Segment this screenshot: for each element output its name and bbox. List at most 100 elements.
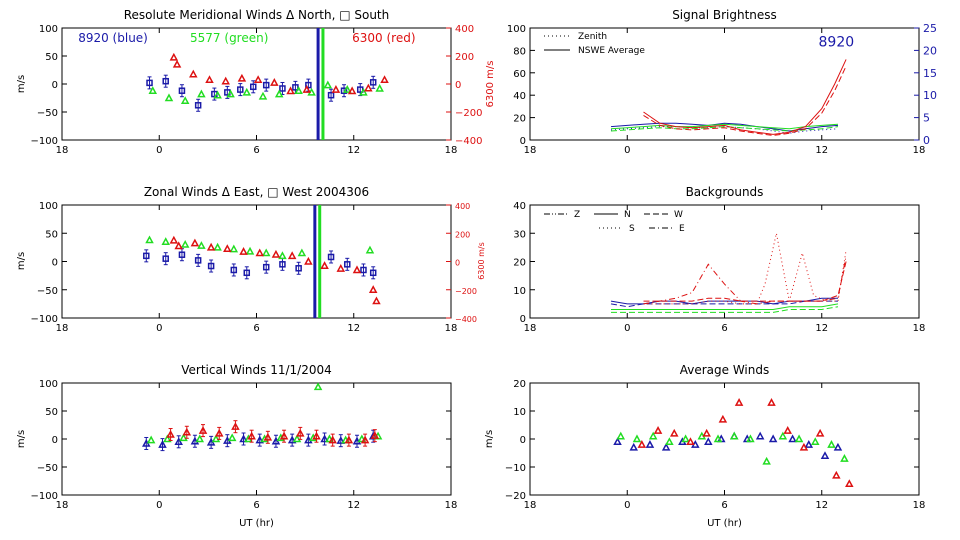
data-point (221, 76, 230, 85)
data-point (302, 85, 312, 93)
data-point (804, 440, 814, 448)
data-point (163, 434, 172, 443)
y-tick-label: 0 (52, 258, 58, 269)
data-point (180, 96, 190, 105)
data-point (629, 442, 638, 451)
data-point (148, 86, 158, 94)
x-tick-label: 12 (815, 500, 828, 511)
x-tick-label: 18 (913, 145, 926, 156)
data-point (312, 431, 321, 440)
x-tick-label: 6 (253, 500, 259, 511)
data-point (811, 437, 820, 446)
data-point (271, 249, 281, 258)
chart-title: Backgrounds (686, 185, 764, 199)
y-tick-label: 50 (45, 229, 58, 240)
data-point (255, 248, 265, 257)
data-point (380, 75, 389, 84)
y-tick-label: −10 (505, 463, 526, 474)
data-point (755, 431, 765, 440)
data-point (364, 83, 373, 92)
data-point (230, 266, 238, 274)
y2-tick-label: 0 (923, 134, 930, 147)
data-point (279, 431, 289, 440)
data-point (295, 428, 305, 437)
data-point (648, 431, 658, 440)
y-tick-label: 100 (39, 201, 58, 212)
data-point (359, 87, 368, 96)
data-point (214, 428, 224, 437)
data-point (258, 91, 268, 100)
x-tick-label: 18 (524, 145, 537, 156)
y2-tick-label: 200 (455, 230, 470, 239)
data-point (206, 242, 216, 251)
x-tick-label: 0 (156, 323, 162, 334)
x-tick-label: 6 (721, 500, 727, 511)
annotation-label: 6300 (red) (352, 31, 415, 45)
x-axis-label: UT (hr) (239, 518, 274, 529)
data-point (767, 398, 776, 406)
data-point (172, 59, 182, 68)
data-point (261, 248, 271, 257)
data-point (762, 456, 771, 465)
data-point (783, 426, 792, 434)
annotation-label: 5577 (green) (190, 31, 268, 45)
annotation-label: 8920 (blue) (78, 31, 148, 45)
data-point (239, 247, 248, 255)
chart-signal-brightness: Signal Brightness 18 0 6 12 1802040608010005… (507, 8, 937, 156)
chart-marks: 18 0 6 12 1802040608010005101520258920Zenith… (507, 22, 937, 156)
legend-label: Z (574, 210, 580, 220)
data-point (231, 422, 240, 430)
data-point (287, 251, 297, 260)
annotation-label: 8920 (819, 34, 855, 50)
y-tick-label: 30 (513, 229, 526, 240)
x-tick-label: 6 (253, 145, 259, 156)
data-point (169, 235, 179, 244)
data-point (336, 436, 346, 444)
x-tick-label: 18 (524, 500, 537, 511)
data-point (195, 434, 205, 443)
data-point (146, 79, 153, 87)
y-tick-label: −100 (31, 491, 58, 502)
data-point (262, 263, 270, 271)
y-tick-label: 0 (520, 314, 526, 325)
data-point (162, 255, 169, 262)
plot-frame (61, 382, 452, 496)
y2-tick-label: −200 (455, 287, 477, 296)
data-point (146, 435, 156, 444)
data-point (237, 73, 247, 82)
data-point (827, 440, 836, 448)
data-point (161, 237, 170, 245)
data-point (344, 261, 351, 268)
data-point (746, 434, 755, 443)
data-point (226, 89, 235, 98)
data-point (304, 256, 313, 265)
data-point (645, 440, 655, 448)
y-tick-label: 0 (52, 435, 58, 446)
data-point (278, 251, 287, 260)
data-point (369, 79, 377, 86)
data-point (704, 437, 713, 446)
data-point (286, 86, 295, 95)
y-tick-label: −50 (37, 286, 58, 297)
x-tick-label: 18 (445, 145, 458, 156)
data-point (320, 261, 329, 269)
data-point (211, 434, 221, 443)
x-tick-label: 18 (913, 323, 926, 334)
data-point (263, 432, 273, 441)
y2-tick-label: 0 (455, 259, 460, 268)
x-tick-label: 18 (56, 500, 69, 511)
y-tick-label: −50 (37, 463, 58, 474)
series-line (643, 233, 847, 305)
data-point (297, 248, 307, 257)
data-point (702, 428, 711, 437)
data-point (213, 90, 222, 99)
x-tick-label: 12 (815, 323, 828, 334)
data-point (279, 85, 286, 92)
y-tick-label: 20 (513, 379, 526, 390)
data-point (166, 429, 175, 438)
data-point (174, 241, 183, 250)
data-point (197, 241, 206, 249)
data-point (778, 431, 788, 440)
